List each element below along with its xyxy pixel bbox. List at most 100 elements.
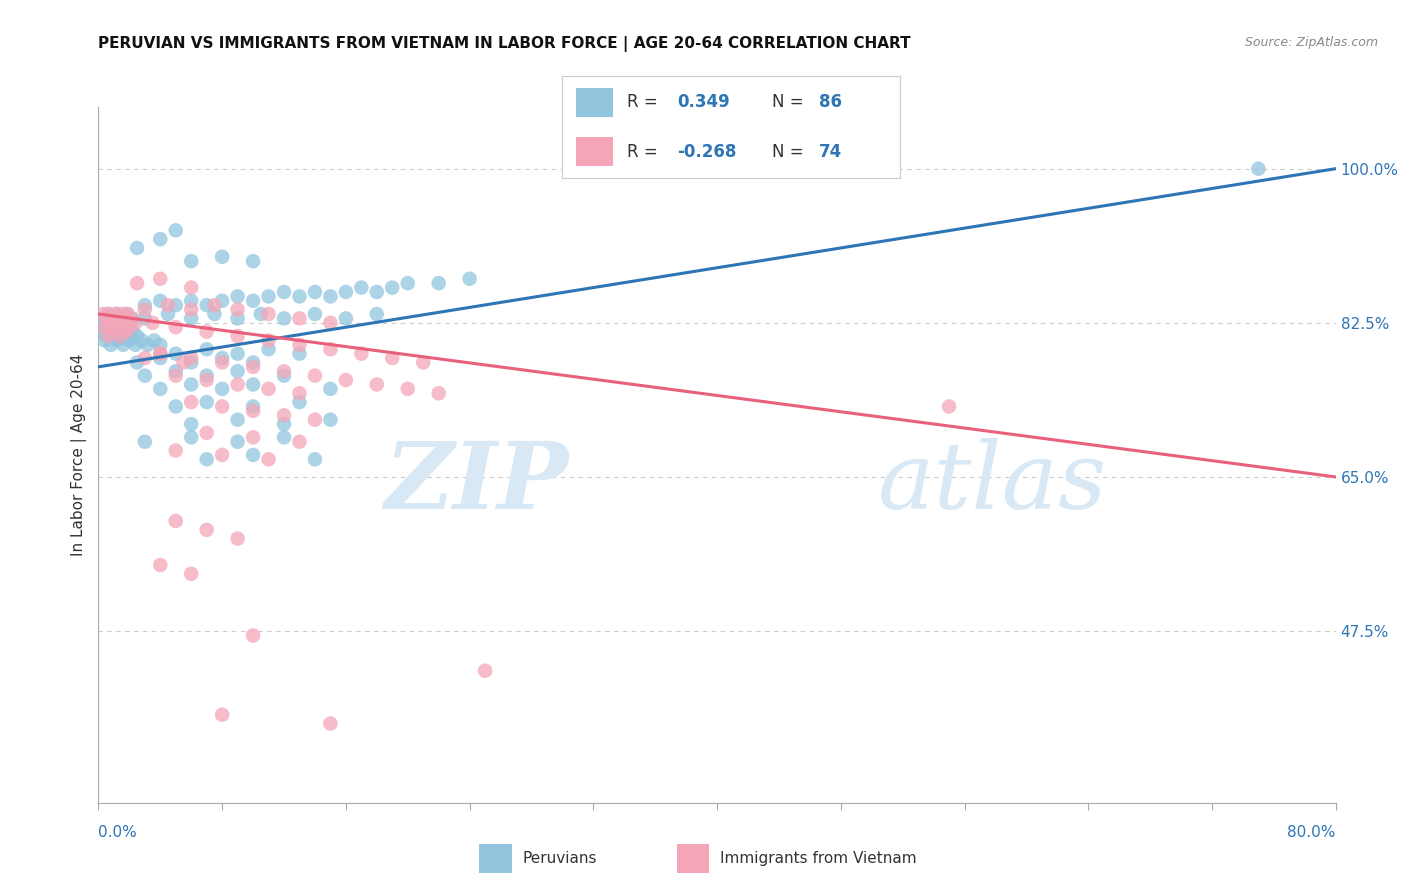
Point [121,311,143,326]
Point [288,386,311,401]
Point [118,320,141,334]
Point [96,329,118,343]
Point [105,334,128,348]
Point [124,316,146,330]
Point [304,368,326,383]
Text: 80.0%: 80.0% [1288,825,1336,840]
Point [98,320,121,334]
Point [165,400,187,414]
Point [127,276,149,290]
Point [97,329,120,343]
FancyBboxPatch shape [479,844,512,873]
Point [101,316,124,330]
Point [242,628,264,642]
Point [273,368,295,383]
Point [108,311,131,326]
Point [149,351,172,365]
Point [96,320,118,334]
Point [242,404,264,418]
Point [195,452,218,467]
Point [366,285,388,299]
Text: Peruvians: Peruvians [522,851,596,866]
Text: Source: ZipAtlas.com: Source: ZipAtlas.com [1244,36,1378,49]
Point [105,307,128,321]
Point [288,395,311,409]
Point [211,250,233,264]
Point [226,532,249,546]
Point [100,311,122,326]
Point [114,311,136,326]
Point [226,364,249,378]
Point [242,400,264,414]
Point [257,452,280,467]
Point [134,302,156,317]
Point [474,664,496,678]
Point [114,320,136,334]
Point [195,298,218,312]
Point [319,343,342,357]
Point [242,254,264,268]
Point [938,400,960,414]
Point [288,338,311,352]
Point [257,307,280,321]
Point [273,409,295,423]
Point [149,558,172,572]
Point [165,346,187,360]
Point [134,368,156,383]
FancyBboxPatch shape [576,88,613,117]
Point [304,452,326,467]
Text: R =: R = [627,143,662,161]
Point [319,716,342,731]
Point [149,338,172,352]
Point [149,232,172,246]
Point [103,311,125,326]
Point [127,241,149,255]
Point [180,566,202,581]
Point [319,289,342,303]
Point [195,343,218,357]
Point [96,311,118,326]
Point [288,346,311,360]
Point [104,320,127,334]
Point [257,343,280,357]
Point [195,523,218,537]
Point [127,329,149,343]
Point [211,293,233,308]
Point [118,334,141,348]
Text: -0.268: -0.268 [678,143,737,161]
Text: 74: 74 [818,143,842,161]
Point [180,395,202,409]
Point [381,280,404,294]
Point [180,311,202,326]
Point [121,325,143,339]
Point [242,448,264,462]
Point [242,359,264,374]
Point [93,320,115,334]
Point [103,325,125,339]
Point [211,448,233,462]
Point [250,307,273,321]
Point [381,351,404,365]
Point [93,334,115,348]
Point [134,434,156,449]
Point [242,430,264,444]
Y-axis label: In Labor Force | Age 20-64: In Labor Force | Age 20-64 [72,354,87,556]
Point [288,434,311,449]
Point [115,325,138,339]
Point [288,311,311,326]
Point [242,377,264,392]
Point [149,293,172,308]
Point [257,289,280,303]
Point [117,320,139,334]
Point [100,338,122,352]
Point [180,254,202,268]
Point [107,320,129,334]
Point [98,325,121,339]
Point [180,293,202,308]
Point [180,302,202,317]
Point [107,311,129,326]
Point [257,382,280,396]
Point [211,400,233,414]
Point [108,329,131,343]
Point [180,351,202,365]
